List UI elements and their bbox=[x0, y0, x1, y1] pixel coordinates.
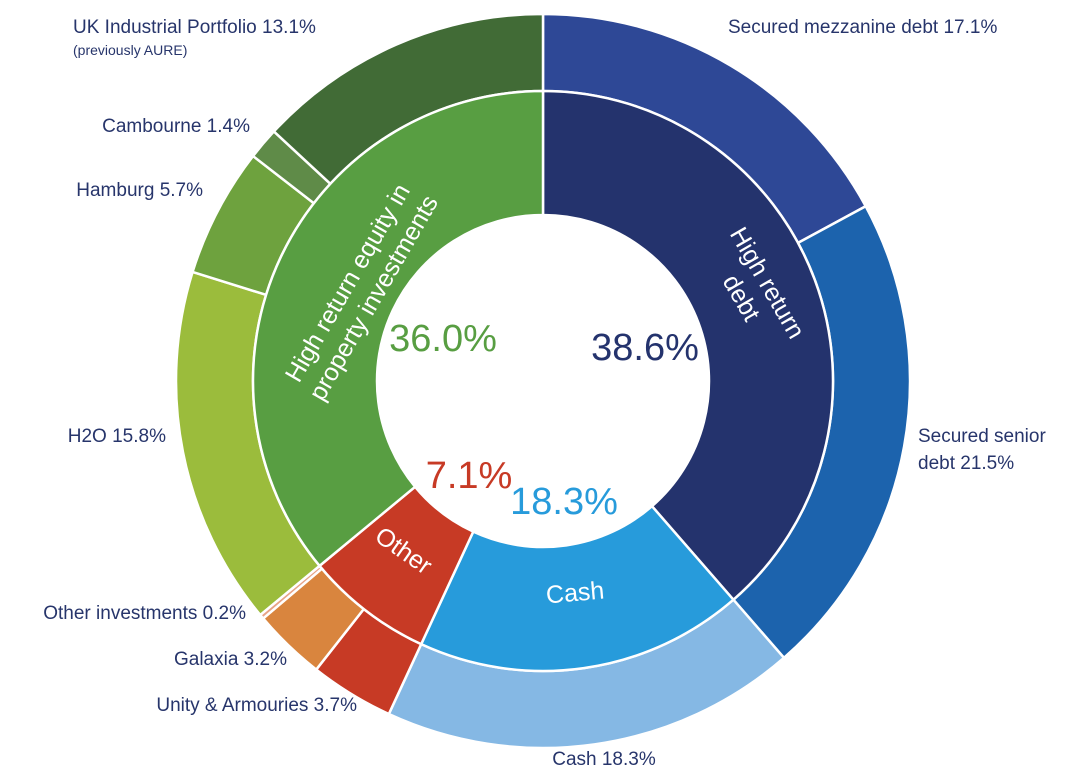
outer-label-uk-industrial-portfolio: UK Industrial Portfolio 13.1% bbox=[73, 17, 316, 38]
inner-slice-high-return-debt bbox=[541, 89, 835, 602]
outer-ring-labels: Secured mezzanine debt 17.1% Secured seni… bbox=[43, 17, 1046, 770]
outer-label-cambourne: Cambourne 1.4% bbox=[102, 116, 250, 137]
outer-sublabel-uk-industrial-portfolio: (previously AURE) bbox=[73, 42, 187, 58]
inner-label-cash: Cash bbox=[545, 577, 606, 610]
inner-pct-high-return-equity-in-property-investments: 36.0% bbox=[389, 318, 497, 360]
outer-label-secured-mezzanine-debt: Secured mezzanine debt 17.1% bbox=[728, 17, 997, 38]
inner-slice-high-return-equity-in-property-investments bbox=[251, 89, 545, 568]
outer-ring bbox=[174, 12, 912, 750]
inner-pct-cash: 18.3% bbox=[510, 481, 618, 523]
inner-pct-other: 7.1% bbox=[426, 455, 513, 497]
outer-label-cash: Cash 18.3% bbox=[552, 749, 656, 770]
inner-percentage-labels: 38.6% 18.3%7.1% 36.0% bbox=[389, 318, 699, 523]
outer-label-h2o: H2O 15.8% bbox=[68, 426, 166, 447]
inner-ring bbox=[251, 89, 835, 673]
inner-slice-cash bbox=[419, 504, 736, 673]
outer-label-secured-senior: Secured senior debt 21.5% bbox=[918, 426, 1046, 474]
outer-label-hamburg: Hamburg 5.7% bbox=[76, 180, 203, 201]
inner-pct-high-return-debt: 38.6% bbox=[591, 327, 699, 369]
outer-label-unity-armouries: Unity & Armouries 3.7% bbox=[156, 695, 357, 716]
outer-label-galaxia: Galaxia 3.2% bbox=[174, 649, 287, 670]
outer-label-other-investments: Other investments 0.2% bbox=[43, 603, 246, 624]
